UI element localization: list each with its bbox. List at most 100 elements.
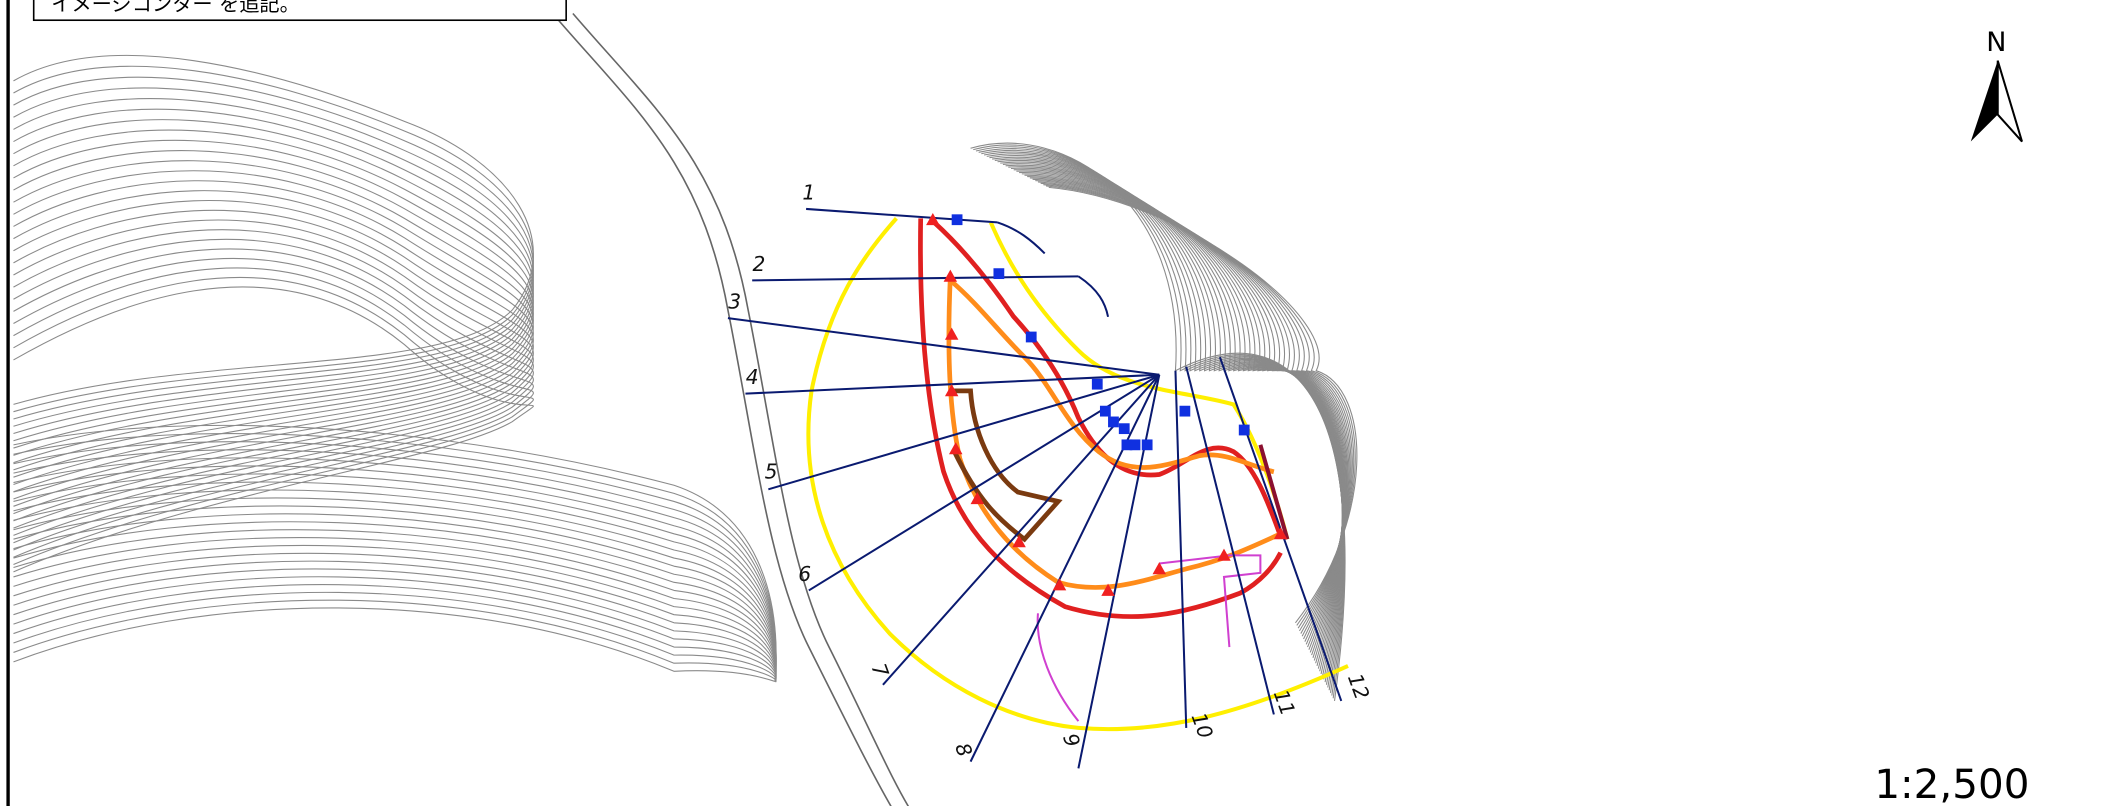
note-box <box>32 0 567 22</box>
marker-triangle <box>1217 548 1231 561</box>
contour <box>13 449 777 681</box>
contour <box>13 238 534 536</box>
road <box>572 12 910 806</box>
contour-red <box>918 218 1283 619</box>
marker-square <box>1129 439 1141 451</box>
contour <box>978 148 1345 693</box>
section-label: 3 <box>728 290 741 314</box>
contour <box>13 576 777 682</box>
contour <box>13 54 534 405</box>
section-line <box>768 373 1160 491</box>
contour-brown <box>952 388 1063 543</box>
marker-square <box>1238 424 1250 436</box>
contour <box>13 441 777 681</box>
contour <box>13 591 777 682</box>
contour <box>13 277 534 566</box>
contour <box>13 209 534 515</box>
contour <box>1005 164 1344 667</box>
contour <box>13 65 534 413</box>
contour <box>13 599 777 682</box>
contour <box>13 248 534 544</box>
section-line <box>1174 370 1188 728</box>
marker-square <box>1141 439 1153 451</box>
contour <box>13 119 534 449</box>
contour <box>13 160 534 478</box>
section-line <box>752 275 1079 282</box>
contour <box>13 521 777 681</box>
contour <box>13 529 777 681</box>
contour <box>13 139 534 464</box>
contour <box>13 150 534 471</box>
section-line <box>1185 366 1275 715</box>
contour <box>13 267 534 558</box>
marker-square <box>1108 416 1119 428</box>
contour <box>13 108 534 442</box>
contour <box>13 257 534 551</box>
section-label: 4 <box>746 365 759 389</box>
contour <box>13 129 534 456</box>
marker-triangle <box>1273 527 1288 540</box>
marker-square <box>951 214 963 226</box>
note: イメージコンター を追記。 <box>51 0 300 16</box>
marker-triangle <box>948 442 963 455</box>
marker-triangle <box>926 212 940 226</box>
marker-triangle <box>970 492 985 505</box>
contour <box>13 465 777 681</box>
contour <box>13 424 777 681</box>
contour <box>13 607 777 683</box>
contour <box>13 190 534 500</box>
marker-triangle <box>943 269 958 282</box>
marker-square <box>993 268 1005 280</box>
section-label: 9 <box>1058 730 1085 750</box>
contour <box>981 149 1344 691</box>
contour <box>13 76 534 420</box>
marker-triangle <box>1012 535 1026 548</box>
north-arrow <box>1996 60 2023 143</box>
section-label: 2 <box>752 252 765 276</box>
marker-square <box>1179 405 1191 417</box>
marker-triangle <box>944 327 959 340</box>
contour <box>13 544 777 681</box>
contour <box>983 151 1344 688</box>
contour <box>13 552 777 681</box>
contour-dark <box>1258 444 1290 540</box>
contour <box>13 170 534 485</box>
contour <box>994 158 1343 677</box>
contour <box>13 87 534 427</box>
contour <box>13 286 534 573</box>
marker-square <box>1118 423 1130 435</box>
marker-square <box>1025 331 1037 343</box>
road <box>552 12 892 806</box>
outline-yellow <box>806 217 1349 732</box>
marker-square <box>1121 439 1133 451</box>
section-line <box>969 374 1161 763</box>
contour <box>13 457 777 681</box>
section-label: 5 <box>765 460 778 484</box>
scale-label: 1:2,500 <box>1874 760 2029 806</box>
contour <box>13 584 777 682</box>
contour <box>13 537 777 681</box>
contour <box>13 229 534 529</box>
blank-area <box>10 690 782 806</box>
contour <box>13 568 777 681</box>
section-label: 1 <box>802 181 815 205</box>
contour <box>13 560 777 681</box>
marker-triangle <box>1152 562 1167 575</box>
section-line <box>745 373 1160 395</box>
contour <box>13 433 777 681</box>
marker-triangle <box>1052 578 1067 591</box>
contour <box>13 513 777 681</box>
contour <box>13 497 777 681</box>
section-label: 6 <box>798 562 811 586</box>
section-line <box>806 207 998 224</box>
contour <box>13 180 534 493</box>
contour <box>992 156 1343 680</box>
contours <box>13 54 1358 702</box>
contour <box>13 199 534 507</box>
contour <box>13 505 777 681</box>
section-label: 12 <box>1343 670 1374 702</box>
contour <box>13 98 534 435</box>
